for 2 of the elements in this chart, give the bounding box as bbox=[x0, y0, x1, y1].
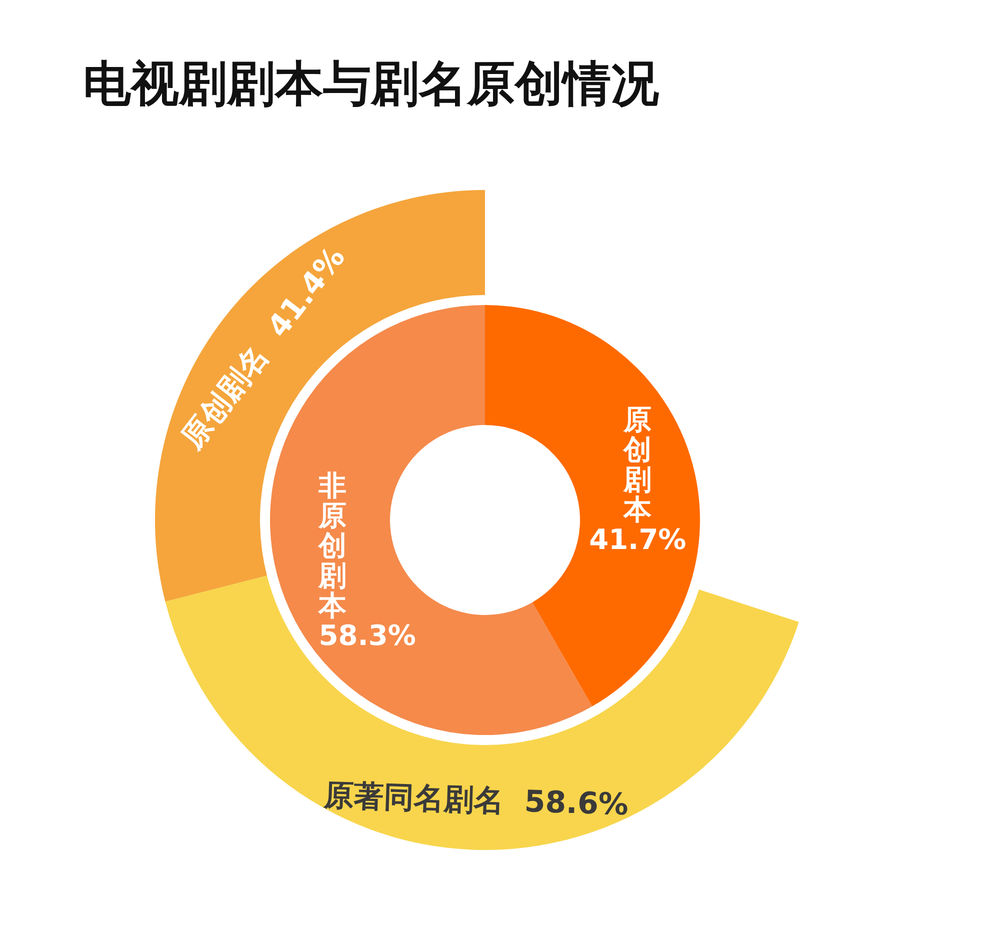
chart-title: 电视剧剧本与剧名原创情况 bbox=[83, 56, 659, 112]
slice-label: 原著同名剧名 58.6% bbox=[322, 778, 629, 823]
